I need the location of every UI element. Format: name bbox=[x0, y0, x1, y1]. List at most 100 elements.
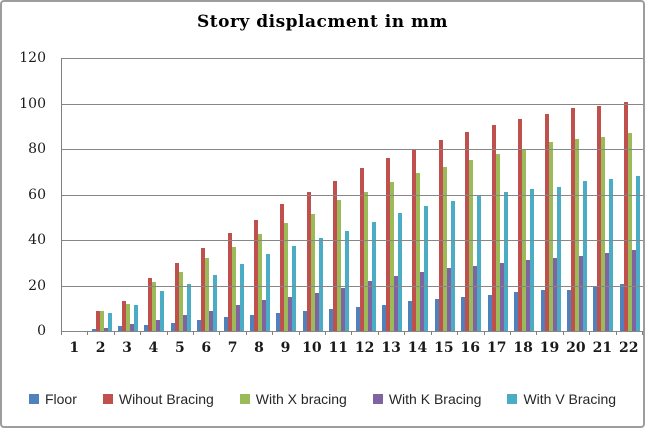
bar-wihout-bracing bbox=[465, 131, 470, 331]
gridline bbox=[62, 149, 643, 151]
x-tick-label: 15 bbox=[434, 340, 454, 356]
x-tick bbox=[115, 331, 142, 335]
bar-with-v-bracing bbox=[609, 178, 614, 331]
bar-with-x-bracing bbox=[258, 234, 263, 331]
bar-with-v-bracing bbox=[503, 192, 508, 331]
legend-label: With K Bracing bbox=[388, 391, 482, 407]
legend-item-wihout-bracing: Wihout Bracing bbox=[102, 391, 214, 407]
chart-title: Story displacment in mm bbox=[197, 12, 448, 32]
x-tick-label: 8 bbox=[254, 340, 264, 356]
x-tick bbox=[590, 331, 617, 335]
legend: Floor Wihout Bracing With X bracing With K … bbox=[2, 391, 643, 407]
bar-floor bbox=[355, 307, 360, 331]
bar-with-v-bracing bbox=[635, 176, 640, 331]
bar-group bbox=[432, 58, 458, 331]
bar-floor bbox=[118, 326, 123, 331]
bar-group bbox=[458, 58, 484, 331]
bar-with-k-bracing bbox=[314, 293, 319, 331]
legend-item-with-k-bracing: With K Bracing bbox=[372, 391, 482, 407]
x-tick bbox=[537, 331, 564, 335]
bar-with-x-bracing bbox=[390, 182, 395, 331]
bar-floor bbox=[144, 325, 149, 331]
x-tick-label: 17 bbox=[486, 340, 507, 356]
x-tick-label: 22 bbox=[618, 340, 639, 356]
bar-with-x-bracing bbox=[337, 200, 342, 331]
bar-group bbox=[273, 58, 299, 331]
bar-with-v-bracing bbox=[345, 230, 350, 331]
bar-with-v-bracing bbox=[530, 188, 535, 331]
x-tick-label: 19 bbox=[539, 340, 560, 356]
y-tick-label: 20 bbox=[28, 277, 46, 294]
bar-floor bbox=[434, 299, 439, 331]
y-tick-label: 60 bbox=[28, 186, 46, 203]
x-tick-label: 3 bbox=[122, 340, 132, 356]
bar-with-x-bracing bbox=[574, 138, 579, 331]
bar-group bbox=[141, 58, 167, 331]
bar-wihout-bracing bbox=[280, 203, 285, 331]
legend-label: Wihout Bracing bbox=[118, 391, 214, 407]
x-tick bbox=[564, 331, 591, 335]
x-tick bbox=[168, 331, 195, 335]
bar-with-v-bracing bbox=[424, 205, 429, 331]
x-tick-label: 16 bbox=[460, 340, 481, 356]
bar-group bbox=[617, 58, 643, 331]
x-tick bbox=[220, 331, 247, 335]
gridline bbox=[62, 240, 643, 242]
bar-floor bbox=[593, 285, 598, 331]
bar-with-x-bracing bbox=[284, 222, 289, 331]
bar-floor bbox=[197, 319, 202, 331]
bar-with-x-bracing bbox=[205, 258, 210, 331]
x-tick bbox=[300, 331, 327, 335]
x-tick bbox=[485, 331, 511, 335]
bar-with-x-bracing bbox=[178, 271, 183, 331]
bar-group bbox=[168, 58, 194, 331]
bar-with-v-bracing bbox=[292, 245, 297, 331]
bar-with-x-bracing bbox=[469, 160, 474, 331]
plot-area bbox=[61, 58, 643, 332]
y-tick-label: 120 bbox=[19, 50, 46, 66]
bar-wihout-bracing bbox=[227, 233, 232, 331]
bar-group bbox=[537, 58, 563, 331]
bar-with-v-bracing bbox=[239, 263, 244, 331]
bar-floor bbox=[329, 309, 334, 331]
bar-with-v-bracing bbox=[160, 291, 165, 331]
bar-with-k-bracing bbox=[262, 300, 267, 331]
bar-with-k-bracing bbox=[156, 319, 161, 331]
y-axis: 120 100 80 60 40 20 0 bbox=[2, 50, 50, 339]
gridline bbox=[62, 103, 643, 105]
bar-wihout-bracing bbox=[544, 113, 549, 331]
legend-marker-icon bbox=[28, 394, 39, 404]
bar-with-v-bracing bbox=[213, 275, 218, 331]
legend-item-floor: Floor bbox=[28, 391, 77, 407]
y-tick-label: 100 bbox=[19, 95, 46, 112]
bar-group bbox=[220, 58, 246, 331]
bar-group bbox=[485, 58, 511, 331]
bar-floor bbox=[170, 323, 175, 331]
bar-floor bbox=[566, 290, 571, 331]
bar-wihout-bracing bbox=[597, 105, 602, 331]
bar-with-x-bracing bbox=[442, 167, 447, 331]
x-tick-label: 12 bbox=[354, 340, 375, 356]
bar-wihout-bracing bbox=[623, 102, 628, 331]
bar-wihout-bracing bbox=[491, 125, 496, 331]
legend-marker-icon bbox=[372, 394, 383, 404]
bar-floor bbox=[382, 304, 387, 331]
x-tick bbox=[617, 331, 643, 335]
bar-group bbox=[88, 58, 114, 331]
bar-with-x-bracing bbox=[548, 142, 553, 331]
bar-wihout-bracing bbox=[95, 310, 100, 331]
bar-wihout-bracing bbox=[412, 149, 417, 331]
bar-with-v-bracing bbox=[477, 195, 482, 331]
y-tick-label: 40 bbox=[28, 232, 46, 248]
bar-floor bbox=[619, 284, 624, 331]
x-axis-ticks bbox=[61, 331, 643, 335]
bar-group bbox=[590, 58, 616, 331]
x-tick bbox=[511, 331, 538, 335]
bar-floor bbox=[91, 328, 96, 331]
bar-with-k-bracing bbox=[182, 315, 187, 331]
bar-with-k-bracing bbox=[130, 324, 135, 331]
bar-with-v-bracing bbox=[398, 212, 403, 331]
x-tick bbox=[432, 331, 459, 335]
legend-item-with-v-bracing: With V Bracing bbox=[507, 391, 616, 407]
bar-group bbox=[511, 58, 537, 331]
